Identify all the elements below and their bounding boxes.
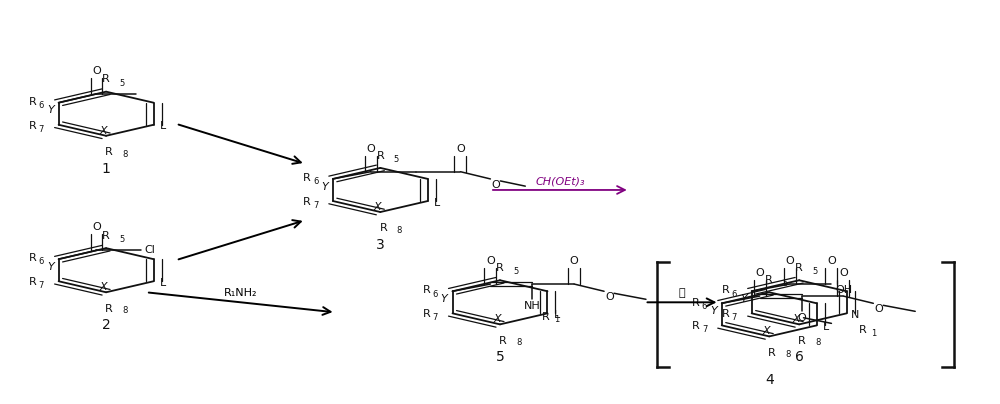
Text: 8: 8	[785, 350, 791, 360]
Text: R: R	[29, 120, 37, 130]
Text: R: R	[102, 74, 110, 84]
Text: O: O	[797, 313, 806, 323]
Text: O: O	[785, 256, 794, 266]
Text: 6: 6	[39, 257, 44, 267]
Text: 7: 7	[39, 281, 44, 290]
Text: 6: 6	[39, 101, 44, 110]
Text: 7: 7	[39, 125, 44, 134]
Text: X: X	[99, 126, 107, 136]
Text: CH(OEt)₃: CH(OEt)₃	[535, 176, 585, 186]
Text: O: O	[92, 66, 101, 76]
Text: R: R	[542, 312, 550, 322]
Text: Y: Y	[710, 306, 717, 316]
Text: R: R	[765, 275, 773, 285]
Text: R: R	[722, 286, 730, 295]
Text: O: O	[570, 256, 579, 266]
Text: 6: 6	[702, 302, 707, 311]
Text: O: O	[827, 256, 836, 266]
Text: 1: 1	[871, 328, 876, 338]
Text: 1: 1	[102, 162, 111, 176]
Text: O: O	[755, 268, 764, 278]
Text: R: R	[379, 223, 387, 233]
Text: Y: Y	[441, 294, 448, 304]
Text: OH: OH	[835, 285, 853, 295]
Text: R: R	[768, 348, 776, 358]
Text: 5: 5	[513, 267, 518, 276]
Text: L: L	[823, 322, 829, 332]
Text: 8: 8	[516, 339, 521, 347]
Text: O: O	[486, 256, 495, 266]
Text: R: R	[29, 277, 37, 287]
Text: R: R	[798, 336, 806, 345]
Text: R: R	[795, 263, 803, 273]
Text: 5: 5	[119, 79, 124, 88]
Text: R: R	[29, 97, 37, 107]
Text: 6: 6	[433, 290, 438, 299]
Text: Y: Y	[321, 182, 328, 191]
Text: 7: 7	[433, 313, 438, 322]
Text: NH: NH	[524, 301, 541, 311]
Text: X: X	[762, 326, 770, 337]
Text: X: X	[374, 202, 381, 212]
Text: R: R	[29, 253, 37, 263]
Text: L: L	[160, 121, 166, 131]
Text: 8: 8	[815, 339, 820, 347]
Text: 2: 2	[102, 318, 110, 332]
Text: 8: 8	[396, 226, 402, 235]
Text: X: X	[493, 314, 501, 324]
Text: R: R	[102, 231, 110, 241]
Text: L: L	[434, 198, 440, 208]
Text: N: N	[851, 310, 859, 320]
Text: 6: 6	[732, 290, 737, 299]
Text: R: R	[722, 309, 730, 319]
Text: R: R	[499, 336, 507, 345]
Text: R: R	[859, 325, 866, 335]
Text: L: L	[553, 310, 560, 320]
Text: 4: 4	[765, 372, 774, 387]
Text: 5: 5	[812, 267, 817, 276]
Text: O: O	[839, 268, 848, 278]
Text: R: R	[496, 263, 504, 273]
Text: 3: 3	[376, 238, 385, 252]
Text: L: L	[160, 278, 166, 288]
Text: O: O	[92, 222, 101, 232]
Text: R: R	[105, 303, 113, 314]
Text: 5: 5	[782, 279, 787, 288]
Text: 5: 5	[119, 235, 124, 244]
Text: O: O	[491, 180, 500, 190]
Text: R: R	[423, 309, 431, 319]
Text: 5: 5	[393, 155, 399, 164]
Text: Y: Y	[47, 262, 54, 272]
Text: Cl: Cl	[144, 245, 155, 255]
Text: R: R	[303, 197, 311, 207]
Text: R: R	[303, 173, 311, 183]
Text: X: X	[792, 314, 800, 324]
Text: R: R	[692, 321, 700, 331]
Text: Y: Y	[47, 105, 54, 116]
Text: 6: 6	[313, 177, 318, 186]
Text: X: X	[99, 282, 107, 292]
Text: R: R	[376, 151, 384, 161]
Text: 碱: 碱	[679, 288, 685, 299]
Text: R: R	[692, 297, 700, 307]
Text: Y: Y	[740, 294, 747, 304]
Text: R: R	[105, 147, 113, 157]
Text: 8: 8	[122, 306, 127, 315]
Text: O: O	[874, 304, 883, 314]
Text: 1: 1	[554, 316, 559, 324]
Text: O: O	[605, 292, 614, 302]
Text: 7: 7	[702, 325, 707, 334]
Text: 5: 5	[496, 350, 504, 364]
Text: 8: 8	[122, 150, 127, 159]
Text: O: O	[366, 144, 375, 154]
Text: 6: 6	[795, 350, 804, 364]
Text: R: R	[423, 286, 431, 295]
Text: 7: 7	[732, 313, 737, 322]
Text: 7: 7	[313, 201, 318, 210]
Text: R₁NH₂: R₁NH₂	[224, 288, 257, 299]
Text: O: O	[456, 144, 465, 154]
